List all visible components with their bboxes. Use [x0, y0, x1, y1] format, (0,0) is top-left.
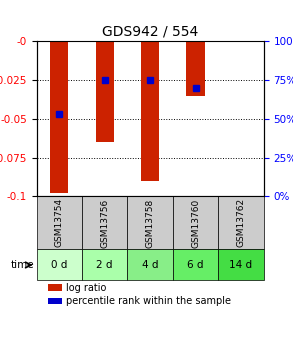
FancyBboxPatch shape — [173, 196, 218, 249]
FancyBboxPatch shape — [82, 249, 127, 280]
Title: GDS942 / 554: GDS942 / 554 — [102, 25, 198, 39]
FancyBboxPatch shape — [173, 249, 218, 280]
Text: GSM13756: GSM13756 — [100, 198, 109, 248]
FancyBboxPatch shape — [127, 249, 173, 280]
Text: time: time — [11, 260, 34, 270]
Bar — [48, 298, 62, 304]
FancyBboxPatch shape — [82, 196, 127, 249]
Bar — [141, 41, 159, 181]
Text: GSM13754: GSM13754 — [55, 198, 64, 247]
Text: log ratio: log ratio — [66, 283, 107, 293]
Text: GSM13762: GSM13762 — [236, 198, 246, 247]
Text: 6 d: 6 d — [187, 260, 204, 270]
Text: percentile rank within the sample: percentile rank within the sample — [66, 296, 231, 306]
FancyBboxPatch shape — [218, 249, 264, 280]
Text: 14 d: 14 d — [229, 260, 253, 270]
Text: GSM13760: GSM13760 — [191, 198, 200, 248]
FancyBboxPatch shape — [37, 196, 82, 249]
Text: 2 d: 2 d — [96, 260, 113, 270]
Text: 4 d: 4 d — [142, 260, 159, 270]
Text: GSM13758: GSM13758 — [146, 198, 155, 248]
Bar — [50, 41, 68, 193]
Bar — [96, 41, 114, 142]
FancyBboxPatch shape — [127, 196, 173, 249]
Text: 0 d: 0 d — [51, 260, 67, 270]
FancyBboxPatch shape — [37, 249, 82, 280]
Bar — [186, 41, 205, 96]
Bar — [48, 285, 62, 291]
FancyBboxPatch shape — [218, 196, 264, 249]
